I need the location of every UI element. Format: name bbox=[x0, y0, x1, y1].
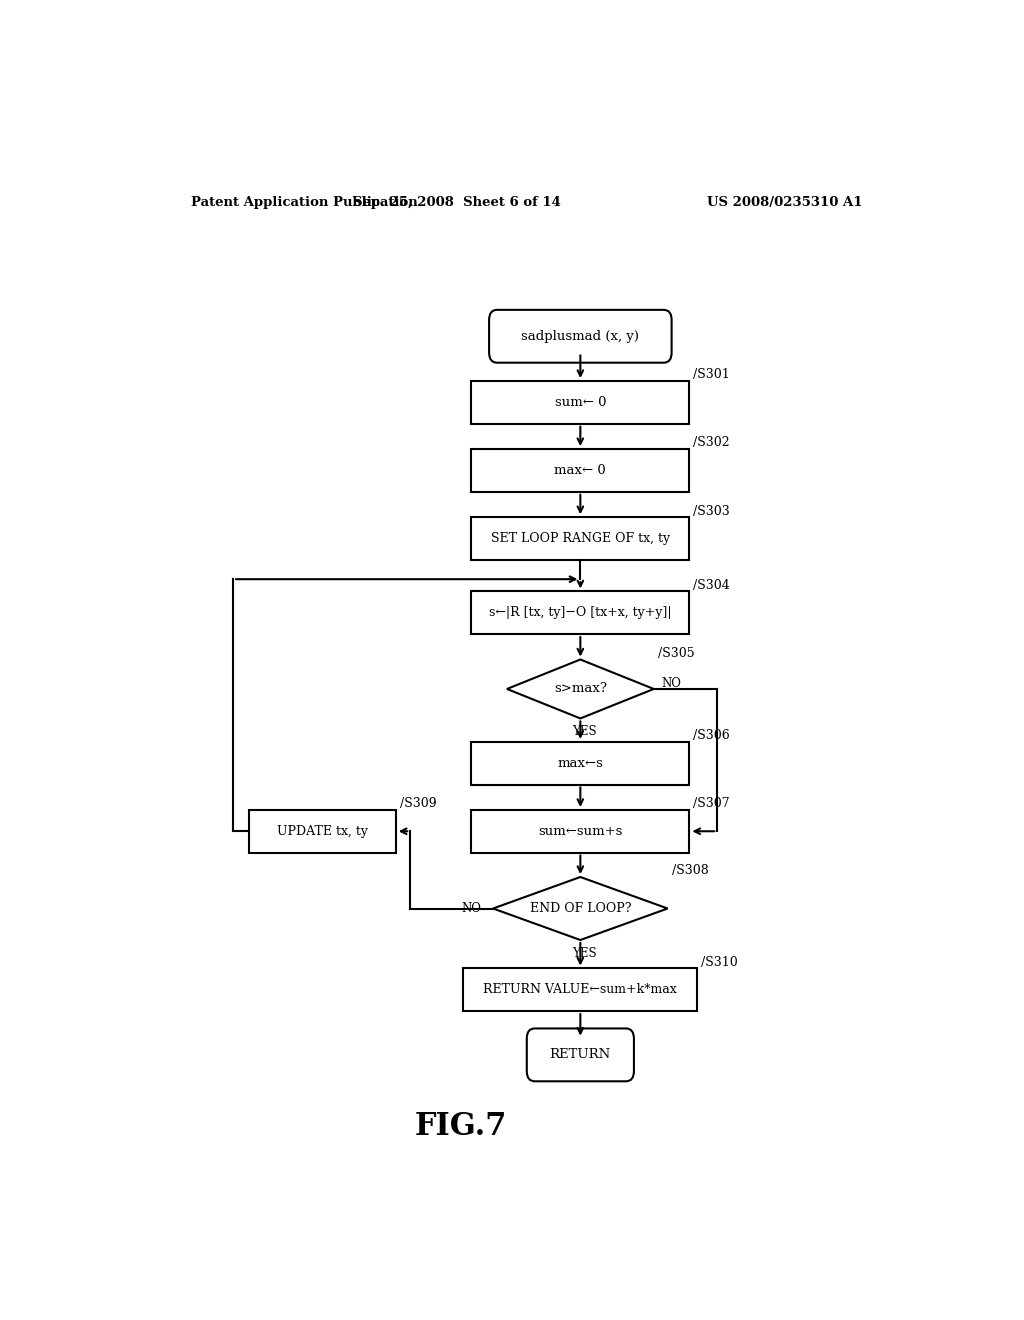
Text: max←s: max←s bbox=[557, 756, 603, 770]
Text: max← 0: max← 0 bbox=[554, 463, 606, 477]
Text: /S308: /S308 bbox=[672, 865, 709, 878]
Text: RETURN: RETURN bbox=[550, 1048, 611, 1061]
Text: /S302: /S302 bbox=[693, 437, 730, 450]
Text: /S306: /S306 bbox=[693, 729, 730, 742]
FancyBboxPatch shape bbox=[471, 449, 689, 492]
Text: FIG.7: FIG.7 bbox=[415, 1110, 508, 1142]
FancyBboxPatch shape bbox=[471, 517, 689, 560]
FancyBboxPatch shape bbox=[489, 310, 672, 363]
Text: /S309: /S309 bbox=[399, 797, 436, 810]
Polygon shape bbox=[494, 876, 668, 940]
Text: SET LOOP RANGE OF tx, ty: SET LOOP RANGE OF tx, ty bbox=[490, 532, 670, 545]
Polygon shape bbox=[507, 660, 653, 718]
FancyBboxPatch shape bbox=[526, 1028, 634, 1081]
FancyBboxPatch shape bbox=[471, 742, 689, 784]
FancyBboxPatch shape bbox=[249, 810, 396, 853]
Text: NO: NO bbox=[662, 677, 682, 690]
Text: NO: NO bbox=[461, 902, 481, 915]
FancyBboxPatch shape bbox=[471, 381, 689, 424]
Text: /S301: /S301 bbox=[693, 368, 730, 381]
FancyBboxPatch shape bbox=[463, 969, 697, 1011]
Text: sum←sum+s: sum←sum+s bbox=[539, 825, 623, 838]
FancyBboxPatch shape bbox=[471, 591, 689, 634]
Text: UPDATE tx, ty: UPDATE tx, ty bbox=[276, 825, 368, 838]
Text: Sep. 25, 2008  Sheet 6 of 14: Sep. 25, 2008 Sheet 6 of 14 bbox=[353, 195, 561, 209]
Text: sadplusmad (x, y): sadplusmad (x, y) bbox=[521, 330, 639, 343]
Text: US 2008/0235310 A1: US 2008/0235310 A1 bbox=[708, 195, 863, 209]
Text: /S305: /S305 bbox=[657, 647, 694, 660]
Text: sum← 0: sum← 0 bbox=[555, 396, 606, 409]
Text: Patent Application Publication: Patent Application Publication bbox=[191, 195, 418, 209]
Text: /S303: /S303 bbox=[693, 504, 730, 517]
Text: /S304: /S304 bbox=[693, 578, 730, 591]
Text: YES: YES bbox=[572, 946, 597, 960]
Text: YES: YES bbox=[572, 725, 597, 738]
Text: RETURN VALUE←sum+k*max: RETURN VALUE←sum+k*max bbox=[483, 983, 677, 997]
Text: /S307: /S307 bbox=[693, 797, 730, 810]
FancyBboxPatch shape bbox=[471, 810, 689, 853]
Text: /S310: /S310 bbox=[701, 956, 738, 969]
Text: s←|R [tx, ty]−O [tx+x, ty+y]|: s←|R [tx, ty]−O [tx+x, ty+y]| bbox=[489, 606, 672, 619]
Text: s>max?: s>max? bbox=[554, 682, 607, 696]
Text: END OF LOOP?: END OF LOOP? bbox=[529, 902, 631, 915]
